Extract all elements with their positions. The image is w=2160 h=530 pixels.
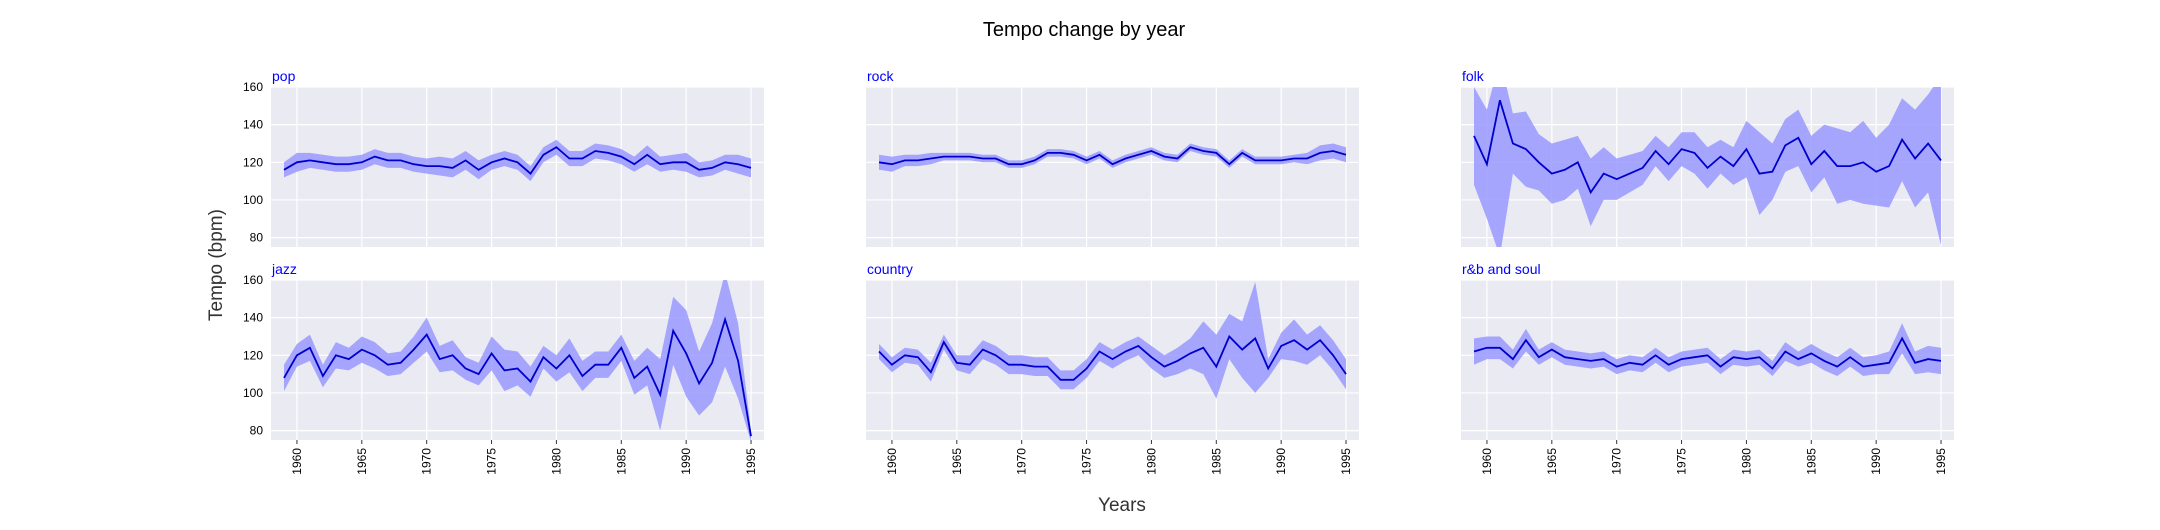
panel-title: folk — [1462, 68, 1485, 84]
panel-title: jazz — [271, 261, 297, 277]
x-tick-label: 1975 — [1080, 448, 1094, 475]
x-tick-label: 1995 — [1339, 448, 1353, 475]
y-tick-label: 140 — [243, 118, 263, 132]
tempo-line — [1473, 99, 1942, 195]
x-tick-label: 1995 — [744, 448, 758, 475]
x-tick-label: 1960 — [1480, 448, 1494, 475]
panel-pop: pop 80 100 120 140 160 — [243, 68, 764, 247]
tempo-line — [283, 316, 752, 437]
x-tick-label: 1985 — [1804, 448, 1818, 475]
tempo-line — [1473, 336, 1942, 370]
x-tick-label: 1960 — [290, 448, 304, 475]
tempo-line — [878, 334, 1347, 381]
x-tick-label: 1960 — [885, 448, 899, 475]
x-tick-label: 1965 — [355, 448, 369, 475]
confidence-band — [284, 280, 751, 440]
confidence-band — [284, 139, 751, 182]
panel-country: country 1960 1965 1970 1975 1980 1985 1990 1995 — [866, 261, 1359, 475]
y-tick-label: 140 — [243, 311, 263, 325]
x-tick-label: 1965 — [950, 448, 964, 475]
x-tick-label: 1990 — [1869, 448, 1883, 475]
panel-r-b-and-soul: r&b and soul 1960 1965 1970 1975 1980 1985 1990… — [1461, 261, 1954, 475]
x-tick-label: 1980 — [1144, 448, 1158, 475]
y-tick-label: 120 — [243, 348, 263, 362]
x-tick-label: 1985 — [614, 448, 628, 475]
x-tick-label: 1980 — [1739, 448, 1753, 475]
panels-group: pop 80 100 120 140 160 rock folk jazz 80 100 120 140… — [243, 68, 1954, 475]
panel-title: r&b and soul — [1462, 261, 1541, 277]
x-tick-label: 1990 — [679, 448, 693, 475]
panel-jazz: jazz 80 100 120 140 160 1960 1965 1970 1975 1980 19… — [243, 261, 764, 475]
y-axis-label: Tempo (bpm) — [206, 209, 227, 321]
confidence-band — [1474, 323, 1941, 376]
y-tick-label: 80 — [250, 424, 264, 438]
figure-title: Tempo change by year — [983, 19, 1186, 41]
x-tick-label: 1965 — [1545, 448, 1559, 475]
y-tick-label: 160 — [243, 80, 263, 94]
x-tick-label: 1975 — [1675, 448, 1689, 475]
x-tick-label: 1995 — [1934, 448, 1948, 475]
x-axis-label: Years — [1098, 495, 1146, 516]
panel-title: pop — [272, 68, 296, 84]
y-tick-label: 100 — [243, 386, 263, 400]
y-tick-label: 160 — [243, 273, 263, 287]
y-tick-label: 100 — [243, 193, 263, 207]
panel-rock: rock — [866, 68, 1359, 247]
x-tick-label: 1970 — [420, 448, 434, 475]
x-tick-label: 1985 — [1209, 448, 1223, 475]
x-tick-label: 1975 — [485, 448, 499, 475]
tempo-line — [283, 146, 752, 175]
x-tick-label: 1970 — [1015, 448, 1029, 475]
y-tick-label: 120 — [243, 155, 263, 169]
x-tick-label: 1980 — [549, 448, 563, 475]
panel-folk: folk — [1461, 68, 1954, 247]
panel-title: country — [867, 261, 913, 277]
y-tick-label: 80 — [250, 231, 264, 245]
panel-title: rock — [867, 68, 894, 84]
x-tick-label: 1970 — [1610, 448, 1624, 475]
tempo-line — [878, 146, 1347, 166]
x-tick-label: 1990 — [1274, 448, 1288, 475]
